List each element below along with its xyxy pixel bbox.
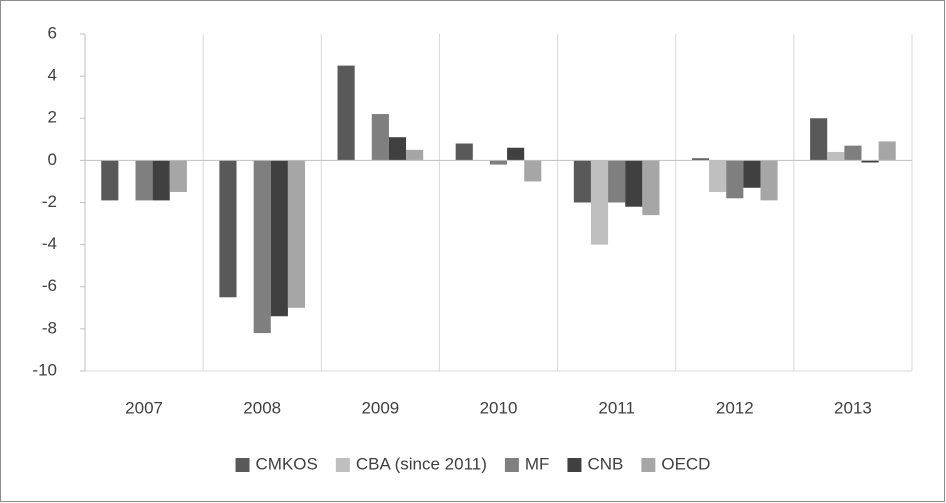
bar: [169, 160, 187, 192]
legend-label: OECD: [661, 454, 710, 473]
x-tick-label: 2009: [361, 398, 399, 417]
bar: [524, 160, 542, 182]
bar: [625, 160, 643, 207]
bar: [844, 145, 862, 161]
bar: [507, 147, 525, 161]
y-tick-label: -2: [42, 192, 57, 211]
y-tick-label: 6: [48, 23, 57, 42]
bar: [455, 143, 473, 161]
legend-swatch: [567, 458, 582, 472]
y-tick-label: -10: [32, 360, 57, 379]
legend-swatch: [335, 458, 350, 472]
x-tick-label: 2010: [480, 398, 518, 417]
bar: [827, 151, 845, 161]
y-tick-label: 4: [48, 66, 57, 85]
bar: [691, 158, 710, 161]
y-tick-label: 2: [48, 108, 57, 127]
y-tick-label: -8: [42, 318, 57, 337]
bar: [726, 160, 744, 199]
y-tick-label: -6: [42, 276, 57, 295]
bar: [608, 160, 626, 203]
x-tick-label: 2011: [598, 398, 635, 417]
bar: [489, 160, 508, 165]
bar: [810, 118, 828, 161]
legend-label: CMKOS: [256, 454, 318, 473]
bar: [878, 141, 896, 161]
bar: [337, 65, 355, 161]
bar: [371, 114, 389, 161]
bar: [152, 160, 170, 201]
legend-swatch: [235, 458, 250, 472]
bar: [101, 160, 119, 201]
legend-label: CNB: [587, 454, 623, 473]
x-tick-label: 2012: [716, 398, 754, 417]
bar: [253, 160, 271, 334]
bar: [760, 160, 778, 201]
bar: [406, 149, 424, 161]
x-tick-label: 2013: [834, 398, 872, 417]
legend-label: CBA (since 2011): [356, 454, 487, 473]
legend-swatch: [504, 458, 519, 472]
bar: [642, 160, 660, 216]
y-tick-label: 0: [48, 150, 57, 169]
x-tick-label: 2007: [125, 398, 163, 417]
legend-label: MF: [525, 454, 550, 473]
bar: [135, 160, 153, 201]
y-tick-label: -4: [42, 234, 57, 253]
x-tick-label: 2008: [243, 398, 281, 417]
bar: [287, 160, 306, 308]
legend-swatch: [641, 458, 656, 472]
bar: [590, 160, 609, 245]
bar: [573, 160, 591, 203]
bar: [743, 160, 761, 188]
bar: [388, 137, 407, 161]
bar: [219, 160, 237, 298]
bar: [709, 160, 727, 192]
bar: [270, 160, 288, 317]
bar: [861, 160, 879, 163]
